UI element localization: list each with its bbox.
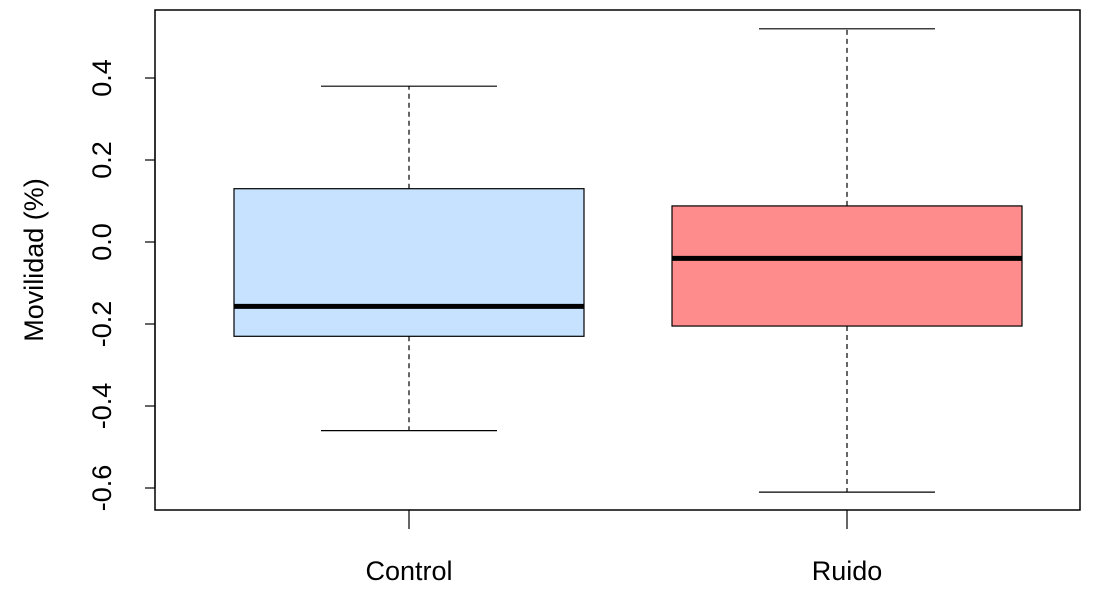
- y-axis-title: Movilidad (%): [19, 178, 49, 342]
- x-tick-label-ruido: Ruido: [812, 556, 883, 586]
- boxes-layer: [233, 28, 1023, 493]
- y-tick-label: -0.2: [87, 301, 117, 348]
- y-tick-label: 0.0: [87, 223, 117, 261]
- y-axis: -0.6 -0.4 -0.2 0.0 0.2 0.4: [87, 59, 156, 512]
- box-control: [233, 188, 585, 337]
- box-ruido: [671, 205, 1023, 327]
- y-tick-label: -0.4: [87, 383, 117, 430]
- y-tick-label: 0.2: [87, 141, 117, 179]
- y-tick-label: 0.4: [87, 59, 117, 97]
- x-tick-label-control: Control: [365, 556, 452, 586]
- y-tick-label: -0.6: [87, 465, 117, 512]
- x-axis: Control Ruido: [365, 510, 882, 586]
